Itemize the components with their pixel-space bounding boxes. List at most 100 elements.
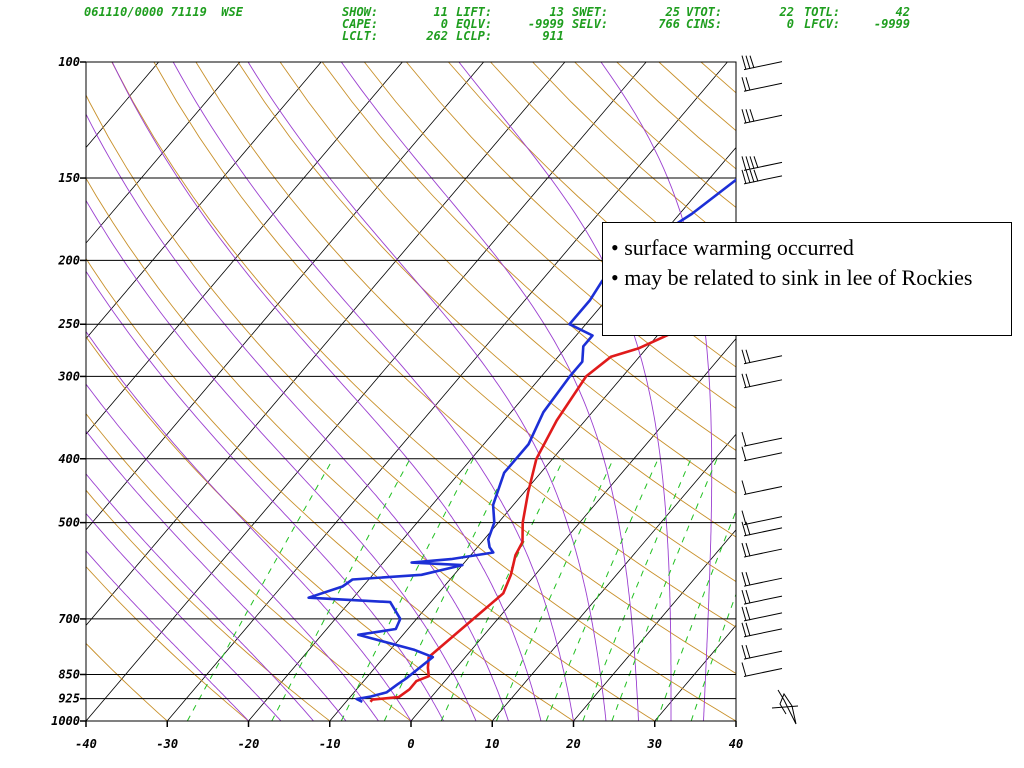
wind-barb: [741, 349, 783, 365]
wind-barb-flag: [741, 622, 747, 637]
dry-adiabat-line: [490, 62, 736, 287]
dry-adiabat-line: [406, 62, 736, 368]
wind-barb: [741, 542, 783, 558]
surface-wind-tick: [771, 705, 799, 709]
moist-adiabat-line: [86, 512, 282, 721]
moist-adiabat-line: [247, 62, 607, 721]
temperature-tick-labels: -40 -30 -20 -10 0 10 20 30 40: [75, 721, 743, 751]
moist-adiabat-line: [111, 62, 542, 721]
plot-frame: [85, 61, 737, 722]
wind-barb-flag: [741, 542, 747, 558]
wind-barb: [741, 373, 783, 389]
wind-barb: [741, 109, 783, 124]
wind-barb-flag: [745, 349, 751, 364]
moist-adiabat-line: [86, 550, 249, 721]
wind-barb: [741, 589, 783, 605]
wind-barb-staff: [743, 516, 783, 526]
wind-barb-staff: [743, 437, 783, 447]
mixing-ratio-line: [271, 458, 411, 721]
temperature-profile-line: [369, 303, 736, 703]
isotherm-line: [735, 720, 736, 721]
moist-adiabat-line: [340, 62, 639, 721]
index-value: 766: [658, 17, 680, 31]
dry-adiabat-line: [574, 62, 736, 208]
wind-barb-flag: [741, 644, 747, 660]
wind-barb: [741, 169, 783, 185]
temperature-tick-label: 30: [647, 737, 662, 751]
temperature-tick-label: -20: [238, 737, 260, 751]
isotherm-line: [86, 62, 566, 627]
temperature-tick-label: 10: [485, 737, 499, 751]
wind-barb-flag: [741, 510, 747, 525]
wind-barb-flag: [741, 349, 747, 364]
index-label: LCLP:: [456, 29, 493, 43]
sounding-header: 061110/0000 71119 WSE SHOW: 11 LIFT: 13 SWET:…: [0, 0, 1024, 52]
temperature-tick-label: 40: [729, 737, 743, 751]
index-label: LFCV:: [804, 17, 841, 31]
wind-barb-flag: [741, 55, 747, 70]
wind-barb-flag: [745, 521, 751, 536]
pressure-tick-labels: 100 150 200 250 300 400 500 700 850 925 1000: [51, 55, 80, 728]
mixing-ratio-line: [582, 458, 692, 721]
moist-adiabat-line: [172, 62, 574, 721]
wind-barb: [741, 521, 783, 537]
wind-barb-staff: [743, 667, 783, 677]
wind-barb-flag: [745, 156, 751, 170]
wind-barb: [741, 55, 783, 71]
dry-adiabat-line: [237, 62, 736, 538]
note-line-1: • surface warming occurred: [611, 235, 854, 260]
wind-barb-flag: [741, 606, 747, 622]
dry-adiabat-line: [86, 642, 168, 721]
wind-barb-staff: [743, 452, 783, 462]
wind-barb: [741, 606, 783, 622]
wind-barb-flag: [741, 662, 747, 677]
note-line-2: • may be related to sink in lee of Rocki…: [611, 265, 973, 290]
background-grid: [86, 62, 1024, 721]
index-label: SWET:: [572, 5, 609, 19]
wind-barb-staff: [743, 485, 783, 495]
temperature-tick-label: -30: [156, 737, 178, 751]
dry-adiabat-line: [743, 62, 1024, 721]
isotherm-line: [86, 62, 322, 340]
pressure-tick-label: 850: [58, 667, 80, 681]
isotherm-line: [166, 62, 728, 721]
dry-adiabat-line: [111, 62, 736, 674]
mixing-ratio-line: [440, 458, 565, 721]
wind-barb-flag: [741, 77, 747, 92]
dry-adiabat-line: [279, 62, 736, 494]
wind-barb-flag: [741, 572, 747, 587]
wind-barbs: [741, 55, 799, 725]
wind-barb-flag: [749, 156, 755, 169]
moist-adiabat-line: [458, 62, 672, 721]
mixing-ratio-line: [545, 458, 659, 721]
index-label: LCLT:: [342, 29, 379, 43]
index-label: CINS:: [686, 17, 723, 31]
index-label: VTOT:: [686, 5, 723, 19]
pressure-tick-label: 250: [57, 317, 80, 331]
pressure-tick-label: 925: [58, 692, 80, 706]
pressure-tick-label: 400: [58, 452, 80, 466]
wind-barb-flag: [745, 589, 751, 604]
wind-barb-flag: [741, 431, 747, 447]
index-value: 262: [426, 29, 448, 43]
wind-barb-flag: [745, 572, 751, 586]
index-value: -9999: [527, 17, 564, 31]
mixing-ratio-line: [340, 458, 474, 721]
index-value: 22: [779, 5, 794, 19]
pressure-tick-label: 1000: [51, 714, 80, 728]
wind-barb: [741, 480, 783, 495]
dry-adiabat-line: [363, 62, 736, 409]
index-value: 25: [665, 5, 680, 19]
wind-barb: [741, 156, 783, 171]
wind-barb-flag: [749, 169, 755, 183]
index-value: 0: [786, 17, 794, 31]
pressure-tick-label: 100: [58, 55, 80, 69]
wind-barb-flag: [753, 156, 759, 169]
wind-barb-flag: [745, 373, 751, 388]
pressure-tick-label: 150: [58, 171, 80, 185]
temperature-tick-label: 0: [407, 737, 414, 751]
mixing-ratio-line: [186, 458, 334, 721]
dry-adiabat-line: [700, 62, 736, 94]
temperature-tick-label: 20: [565, 737, 580, 751]
